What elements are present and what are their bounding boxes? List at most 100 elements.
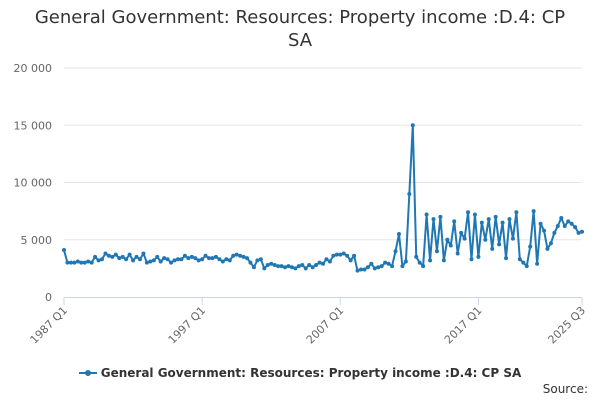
data-point[interactable] — [497, 242, 502, 247]
data-point[interactable] — [445, 237, 450, 242]
data-point[interactable] — [286, 264, 291, 269]
data-point[interactable] — [400, 264, 405, 269]
data-point[interactable] — [127, 252, 132, 257]
data-point[interactable] — [521, 260, 526, 265]
data-point[interactable] — [504, 256, 509, 261]
data-point[interactable] — [296, 264, 301, 269]
data-point[interactable] — [580, 229, 584, 234]
data-point[interactable] — [251, 265, 256, 270]
data-point[interactable] — [517, 257, 522, 262]
data-point[interactable] — [169, 260, 174, 265]
data-point[interactable] — [110, 254, 115, 259]
data-point[interactable] — [535, 261, 540, 266]
data-point[interactable] — [227, 258, 232, 263]
data-point[interactable] — [576, 230, 581, 235]
data-point[interactable] — [428, 258, 433, 263]
data-point[interactable] — [472, 212, 477, 217]
data-point[interactable] — [113, 252, 118, 257]
data-point[interactable] — [186, 256, 191, 261]
data-point[interactable] — [117, 256, 122, 261]
data-point[interactable] — [448, 243, 453, 248]
data-point[interactable] — [82, 260, 87, 265]
data-point[interactable] — [510, 236, 515, 241]
data-point[interactable] — [258, 257, 263, 262]
data-point[interactable] — [207, 256, 212, 261]
data-point[interactable] — [65, 260, 70, 265]
data-point[interactable] — [151, 258, 156, 263]
data-point[interactable] — [155, 254, 160, 259]
data-point[interactable] — [307, 262, 312, 267]
data-point[interactable] — [528, 244, 533, 249]
data-point[interactable] — [569, 221, 574, 226]
data-point[interactable] — [559, 216, 564, 220]
data-point[interactable] — [431, 217, 436, 222]
data-point[interactable] — [459, 230, 464, 235]
data-point[interactable] — [62, 248, 66, 253]
data-point[interactable] — [220, 259, 225, 264]
data-point[interactable] — [542, 228, 547, 233]
data-point[interactable] — [365, 265, 370, 270]
data-point[interactable] — [490, 246, 495, 251]
data-point[interactable] — [334, 252, 339, 257]
data-point[interactable] — [524, 264, 529, 269]
data-point[interactable] — [345, 253, 350, 258]
data-point[interactable] — [321, 261, 325, 266]
data-point[interactable] — [438, 214, 443, 219]
data-point[interactable] — [352, 253, 357, 258]
data-point[interactable] — [89, 260, 94, 265]
data-point[interactable] — [483, 237, 488, 242]
data-point[interactable] — [245, 256, 250, 261]
legend[interactable]: General Government: Resources: Property … — [0, 366, 600, 381]
data-point[interactable] — [144, 260, 149, 265]
data-point[interactable] — [179, 257, 184, 262]
data-point[interactable] — [410, 123, 415, 128]
data-point[interactable] — [131, 258, 136, 263]
data-point[interactable] — [466, 210, 471, 215]
data-point[interactable] — [182, 253, 187, 258]
data-point[interactable] — [407, 191, 412, 196]
data-point[interactable] — [469, 257, 474, 262]
data-point[interactable] — [134, 254, 139, 259]
data-point[interactable] — [141, 251, 146, 256]
data-point[interactable] — [272, 262, 277, 267]
data-point[interactable] — [452, 219, 457, 224]
data-point[interactable] — [162, 256, 167, 261]
data-point[interactable] — [196, 258, 201, 263]
data-point[interactable] — [210, 256, 215, 261]
data-point[interactable] — [317, 260, 322, 265]
data-point[interactable] — [238, 253, 243, 258]
data-point[interactable] — [310, 265, 315, 270]
data-point[interactable] — [200, 257, 205, 262]
data-point[interactable] — [414, 254, 419, 259]
source-link[interactable]: Source: — [542, 382, 588, 396]
data-point[interactable] — [476, 254, 481, 259]
data-point[interactable] — [421, 264, 426, 269]
data-point[interactable] — [486, 217, 491, 222]
data-point[interactable] — [213, 254, 218, 259]
data-point[interactable] — [72, 260, 77, 265]
data-point[interactable] — [300, 262, 305, 267]
data-point[interactable] — [555, 224, 560, 229]
data-point[interactable] — [124, 257, 129, 262]
data-point[interactable] — [462, 236, 467, 241]
data-point[interactable] — [289, 265, 294, 270]
data-point[interactable] — [358, 267, 363, 272]
data-point[interactable] — [500, 220, 505, 225]
data-point[interactable] — [379, 264, 384, 269]
data-point[interactable] — [193, 256, 198, 261]
data-point[interactable] — [303, 266, 308, 271]
data-point[interactable] — [338, 252, 343, 257]
data-point[interactable] — [434, 249, 439, 254]
data-point[interactable] — [231, 253, 236, 258]
data-point[interactable] — [93, 254, 98, 259]
data-point[interactable] — [369, 261, 374, 266]
data-point[interactable] — [86, 259, 91, 264]
data-point[interactable] — [441, 258, 446, 263]
data-point[interactable] — [75, 259, 80, 264]
data-point[interactable] — [507, 217, 512, 222]
data-point[interactable] — [331, 253, 336, 258]
data-point[interactable] — [269, 261, 274, 266]
data-point[interactable] — [424, 212, 429, 217]
data-point[interactable] — [479, 220, 484, 225]
data-point[interactable] — [396, 232, 401, 237]
